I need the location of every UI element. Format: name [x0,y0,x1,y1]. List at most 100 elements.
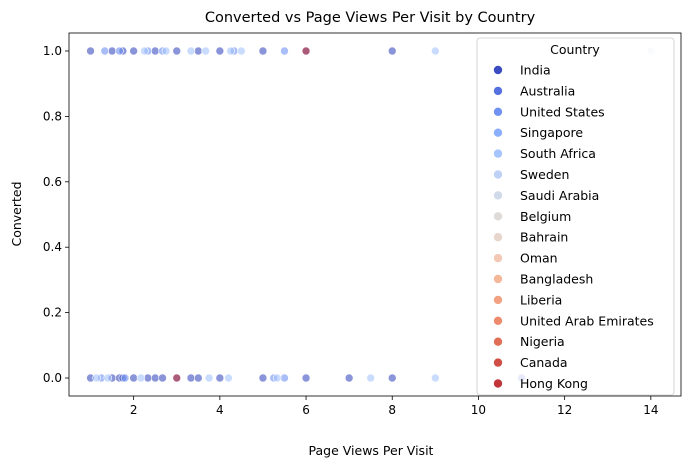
data-point [366,373,375,383]
legend-marker [493,315,503,326]
legend-marker [493,211,503,222]
data-point [86,46,95,56]
legend-label: Saudi Arabia [520,188,599,203]
x-tick-label: 10 [471,403,486,417]
legend-label: Bahrain [520,230,568,245]
legend-frame [476,37,675,396]
data-point [224,373,233,383]
data-point [431,373,440,383]
legend-marker [493,232,503,242]
legend-label: India [520,63,551,78]
x-axis: 2 4 6 8 10 12 14 [130,396,658,417]
data-points [86,46,656,383]
legend-label: Australia [520,83,575,98]
legend-marker [493,65,503,75]
legend-label: Singapore [520,125,583,140]
y-axis: 0.0 0.2 0.4 0.6 0.8 1.0 [43,44,69,385]
x-axis-label: Page Views Per Visit [309,443,434,458]
legend-entry: Nigeria [493,334,565,349]
data-point [194,373,203,383]
legend-label: Nigeria [520,334,565,349]
legend-label: Bangladesh [520,272,593,287]
legend-marker [493,148,503,159]
legend-label: Oman [520,251,558,266]
legend-marker [493,295,503,305]
data-point [172,373,182,383]
x-tick-label: 2 [130,403,138,417]
legend-entry: Hong Kong [493,376,588,391]
data-point [258,46,268,56]
data-point [115,46,124,56]
data-point [280,373,289,383]
legend-entry: Liberia [493,292,562,307]
data-point [387,46,397,56]
legend-entries: India Australia United States Singapore Sout… [493,63,654,391]
data-point [258,373,268,383]
y-tick-label: 0.2 [43,306,62,320]
data-point [344,373,354,383]
legend-label: Hong Kong [520,376,588,391]
legend-label: Sweden [520,167,569,182]
legend-entry: Australia [493,83,575,98]
legend-marker [493,169,503,180]
data-point [150,46,160,56]
y-axis-label: Converted [9,181,24,246]
data-point [92,373,101,383]
legend-marker [493,336,503,347]
chart-title: Converted vs Page Views Per Visit by Cou… [205,10,536,26]
legend-label: Liberia [520,292,562,307]
data-point [186,373,196,383]
data-point [237,46,246,56]
legend-marker [493,190,503,201]
legend: Country India Australia United States Singa… [476,37,675,396]
data-point [431,46,440,56]
data-point [120,373,130,383]
y-tick-label: 0.8 [43,109,62,123]
x-tick-label: 14 [643,403,658,417]
data-point [172,46,182,56]
y-tick-label: 1.0 [43,44,62,58]
legend-label: Belgium [520,209,571,224]
data-point [103,373,113,383]
legend-entry: Saudi Arabia [493,188,599,203]
legend-entry: Bangladesh [493,272,593,287]
plot-area-frame [68,32,682,397]
data-point [136,373,146,383]
data-point [226,46,235,56]
data-point [186,46,196,56]
data-point [301,373,311,383]
data-point [215,46,225,56]
data-point [204,373,214,383]
legend-title: Country [550,42,600,57]
data-point [100,46,110,56]
legend-marker [493,127,503,138]
data-point [387,373,397,383]
legend-label: United Arab Emirates [520,313,654,328]
data-point [150,373,160,383]
data-point [158,373,167,383]
legend-label: Canada [520,355,568,370]
y-tick-label: 0.4 [43,240,62,254]
legend-label: South Africa [520,146,596,161]
x-tick-label: 12 [557,403,572,417]
data-point [194,46,203,56]
data-point [201,46,210,56]
legend-entry: Singapore [493,125,583,140]
data-point [280,46,289,56]
y-tick-label: 0.0 [43,371,62,385]
data-point [161,46,171,56]
legend-marker [493,253,503,263]
x-tick-label: 4 [216,403,224,417]
legend-entry: Canada [493,355,568,370]
legend-entry: United Arab Emirates [493,313,654,328]
data-point [272,373,282,383]
legend-entry: India [493,63,551,78]
legend-marker [493,357,503,368]
legend-marker [493,86,503,96]
data-point [129,373,138,383]
legend-marker [493,274,503,284]
data-point [107,46,117,56]
legend-entry: Oman [493,251,558,266]
data-point [140,46,149,56]
